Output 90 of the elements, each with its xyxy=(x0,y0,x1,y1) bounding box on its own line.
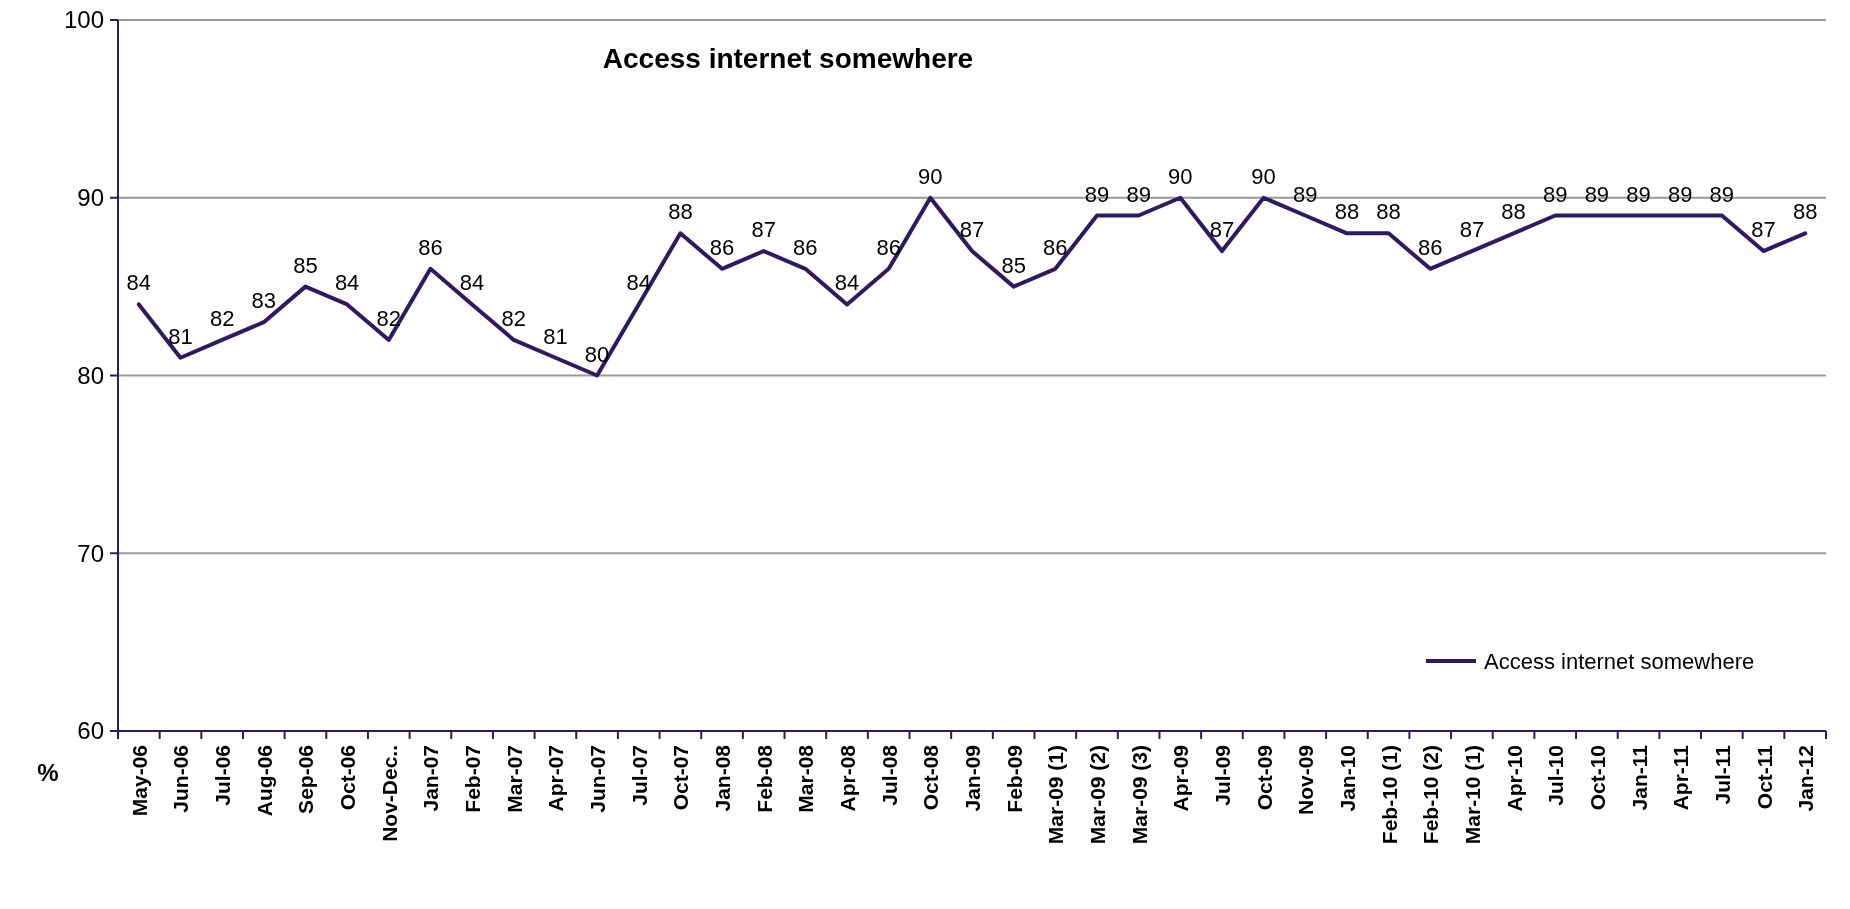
data-label: 90 xyxy=(1168,163,1193,189)
y-axis-title: % xyxy=(37,759,59,786)
x-tick-label: Jul-08 xyxy=(877,744,901,806)
x-tick-label: Apr-09 xyxy=(1169,745,1193,812)
data-label: 87 xyxy=(1209,217,1235,243)
x-tick-label: Apr-10 xyxy=(1502,745,1526,812)
x-tick-label: Oct-07 xyxy=(669,745,693,811)
y-tick-label: 70 xyxy=(77,539,104,567)
x-tick-label: Jun-07 xyxy=(586,745,610,813)
data-label: 86 xyxy=(876,234,901,260)
data-label: 81 xyxy=(168,323,193,349)
x-tick-label: Jul-09 xyxy=(1210,745,1234,806)
data-label: 86 xyxy=(1043,234,1068,260)
data-label: 85 xyxy=(1001,252,1026,278)
x-tick-label: Jan-07 xyxy=(419,745,443,812)
data-label: 82 xyxy=(376,305,402,331)
data-label: 88 xyxy=(1792,199,1818,225)
x-tick-label: Oct-06 xyxy=(336,745,360,811)
x-tick-label: Mar-09 (2) xyxy=(1085,745,1109,845)
data-label: 80 xyxy=(584,341,610,367)
x-tick-label: Apr-11 xyxy=(1669,744,1693,811)
x-tick-label: Mar-08 xyxy=(794,744,818,813)
x-tick-label: Mar-09 (1) xyxy=(1044,745,1068,845)
x-tick-label: Jul-10 xyxy=(1544,745,1568,806)
x-tick-label: Nov-Dec.. xyxy=(377,745,401,842)
x-tick-label: Apr-08 xyxy=(836,744,860,812)
data-label: 82 xyxy=(209,305,235,331)
data-label: 84 xyxy=(334,270,360,296)
data-label: 87 xyxy=(1751,217,1776,243)
data-label: 88 xyxy=(1376,199,1401,225)
data-label: 86 xyxy=(1418,234,1443,260)
data-label: 86 xyxy=(709,234,735,260)
x-tick-label: Feb-08 xyxy=(752,744,776,813)
legend-label: Access internet somewhere xyxy=(1484,648,1755,674)
x-tick-label: Mar-09 (3) xyxy=(1127,745,1151,845)
x-tick-label: Feb-09 xyxy=(1002,745,1026,813)
y-tick-label: 80 xyxy=(77,361,104,389)
x-tick-label: Jul-11 xyxy=(1710,744,1734,805)
data-label: 89 xyxy=(1126,181,1151,207)
x-tick-label: Oct-10 xyxy=(1585,745,1609,811)
data-label: 87 xyxy=(751,217,776,243)
x-tick-label: Sep-06 xyxy=(294,745,318,814)
data-label: 89 xyxy=(1293,181,1318,207)
x-tick-label: Oct-09 xyxy=(1252,745,1276,811)
x-tick-label: May-06 xyxy=(127,745,151,817)
x-tick-label: Feb-07 xyxy=(461,745,485,813)
x-tick-label: Jul-06 xyxy=(211,745,235,806)
x-tick-label: Jan-10 xyxy=(1335,745,1359,812)
y-tick-label: 60 xyxy=(77,717,104,745)
y-tick-label: 90 xyxy=(77,184,104,212)
data-label: 87 xyxy=(1459,217,1485,243)
text: Access internet somewhere xyxy=(602,43,974,74)
x-tick-label: Jan-11 xyxy=(1627,744,1651,811)
x-tick-label: Apr-07 xyxy=(544,745,568,812)
data-label: 89 xyxy=(1542,181,1568,207)
data-label: 90 xyxy=(918,163,943,189)
x-tick-label: Jul-07 xyxy=(627,745,651,806)
data-label: 84 xyxy=(126,270,152,296)
data-label: 88 xyxy=(1334,199,1360,225)
data-label: 89 xyxy=(1584,181,1610,207)
x-tick-label: Feb-10 (2) xyxy=(1419,745,1443,845)
y-tick-label: 100 xyxy=(63,6,104,34)
x-tick-label: Oct-11 xyxy=(1752,744,1776,810)
data-label: 82 xyxy=(501,305,526,331)
data-label: 85 xyxy=(293,252,318,278)
data-label: 84 xyxy=(834,270,860,296)
data-label: 89 xyxy=(1667,181,1693,207)
x-tick-label: Aug-06 xyxy=(252,745,276,817)
data-label: 88 xyxy=(668,199,693,225)
x-tick-label: Mar-07 xyxy=(502,745,526,813)
x-tick-label: Jan-08 xyxy=(711,744,735,812)
data-label: 86 xyxy=(418,234,443,260)
data-label: 84 xyxy=(626,270,651,296)
x-tick-label: Jan-12 xyxy=(1794,745,1818,812)
data-label: 87 xyxy=(959,217,985,243)
data-label: 84 xyxy=(459,270,485,296)
data-label: 90 xyxy=(1251,163,1276,189)
x-tick-label: Mar-10 (1) xyxy=(1460,745,1484,845)
x-tick-label: Oct-08 xyxy=(919,744,943,811)
data-label: 88 xyxy=(1501,199,1526,225)
data-label: 89 xyxy=(1084,181,1110,207)
data-label: 89 xyxy=(1626,181,1651,207)
x-tick-label: Jan-09 xyxy=(961,745,984,812)
data-label: 89 xyxy=(1709,181,1735,207)
x-tick-label: Jun-06 xyxy=(169,745,193,813)
data-label: 81 xyxy=(543,323,568,349)
data-label: 86 xyxy=(793,234,818,260)
x-tick-label: Nov-09 xyxy=(1294,745,1318,816)
x-tick-label: Feb-10 (1) xyxy=(1377,745,1401,845)
data-label: 83 xyxy=(251,288,277,314)
